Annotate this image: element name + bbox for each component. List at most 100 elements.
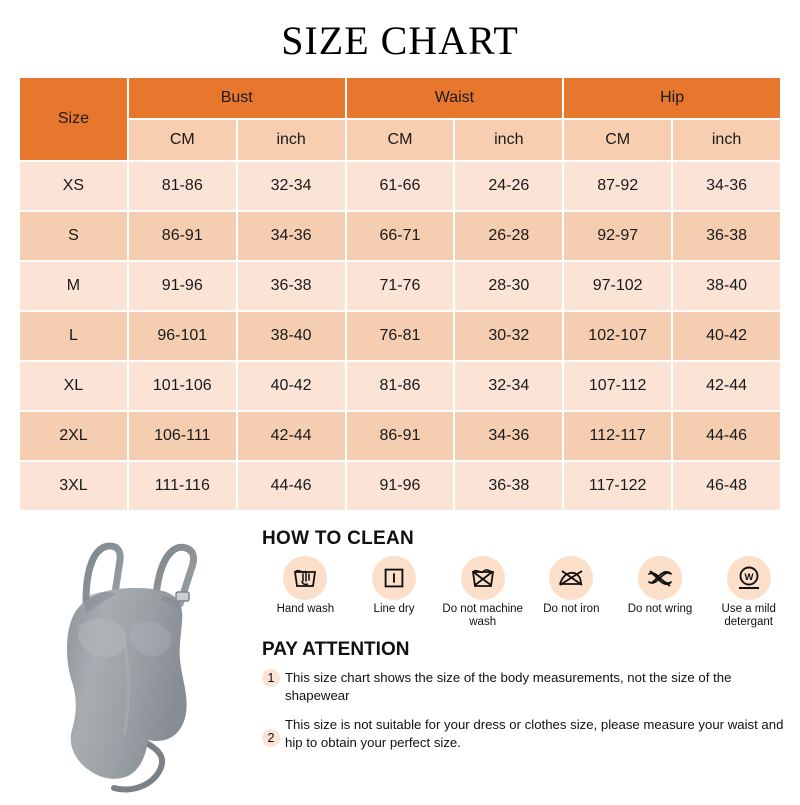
care-item-no-wring: Do not wring <box>617 556 704 629</box>
header-size: Size <box>20 78 127 160</box>
svg-text:W: W <box>744 572 753 583</box>
note-text: This size is not suitable for your dress… <box>285 717 784 750</box>
cell-bust-cm: 106-111 <box>128 412 236 460</box>
cell-waist-in: 36-38 <box>455 462 563 510</box>
cell-bust-in: 34-36 <box>237 212 345 260</box>
page-title: SIZE CHART <box>281 18 519 63</box>
cell-bust-cm: 86-91 <box>128 212 236 260</box>
header-unit-hip-inch: inch <box>673 120 780 160</box>
cell-bust-in: 42-44 <box>237 412 345 460</box>
attention-note: 1 This size chart shows the size of the … <box>262 669 792 704</box>
cell-size: 3XL <box>20 462 127 510</box>
table-row: S 86-91 34-36 66-71 26-28 92-97 36-38 <box>20 212 780 260</box>
cell-size: 2XL <box>20 412 127 460</box>
cell-size: M <box>20 262 127 310</box>
cell-hip-in: 46-48 <box>673 462 780 510</box>
care-item-no-iron: Do not iron <box>528 556 615 629</box>
cell-waist-in: 34-36 <box>455 412 563 460</box>
care-item-hand-wash: Hand wash <box>262 556 349 629</box>
cell-bust-in: 38-40 <box>237 312 345 360</box>
cell-hip-cm: 97-102 <box>564 262 672 310</box>
cell-bust-cm: 96-101 <box>128 312 236 360</box>
care-label: Do not wring <box>627 603 693 615</box>
care-instructions-row: Hand wash Line dry <box>262 556 792 629</box>
cell-bust-in: 44-46 <box>237 462 345 510</box>
header-row-units: CM inch CM inch CM inch <box>20 120 780 160</box>
cell-hip-cm: 92-97 <box>564 212 672 260</box>
care-label: Do not iron <box>543 603 600 615</box>
note-text: This size chart shows the size of the bo… <box>285 670 732 703</box>
product-image <box>28 530 248 800</box>
header-group-waist: Waist <box>346 78 563 118</box>
care-item-mild-detergent: W Use a mild detergant <box>705 556 792 629</box>
care-item-line-dry: Line dry <box>351 556 438 629</box>
cell-waist-in: 30-32 <box>455 312 563 360</box>
header-unit-hip-cm: CM <box>564 120 672 160</box>
cell-waist-cm: 91-96 <box>346 462 454 510</box>
cell-size: XS <box>20 162 127 210</box>
cell-size: S <box>20 212 127 260</box>
table-row: 2XL 106-111 42-44 86-91 34-36 112-117 44… <box>20 412 780 460</box>
no-wring-icon <box>638 556 683 600</box>
table-header: Size Bust Waist Hip CM inch CM inch CM i… <box>20 78 780 160</box>
cell-size: L <box>20 312 127 360</box>
cell-bust-cm: 91-96 <box>128 262 236 310</box>
info-column: HOW TO CLEAN Hand wash <box>262 528 792 763</box>
cell-hip-in: 34-36 <box>673 162 780 210</box>
how-to-clean-heading: HOW TO CLEAN <box>262 528 415 549</box>
cell-hip-cm: 107-112 <box>564 362 672 410</box>
cell-hip-cm: 112-117 <box>564 412 672 460</box>
cell-waist-cm: 61-66 <box>346 162 454 210</box>
header-unit-waist-cm: CM <box>346 120 454 160</box>
cell-waist-cm: 86-91 <box>346 412 454 460</box>
cell-bust-cm: 101-106 <box>128 362 236 410</box>
cell-waist-in: 28-30 <box>455 262 563 310</box>
header-group-bust: Bust <box>128 78 345 118</box>
note-number: 1 <box>262 669 280 688</box>
cell-hip-in: 42-44 <box>673 362 780 410</box>
table-body: XS 81-86 32-34 61-66 24-26 87-92 34-36 S… <box>20 162 780 510</box>
cell-hip-in: 38-40 <box>673 262 780 310</box>
cell-hip-in: 36-38 <box>673 212 780 260</box>
cell-hip-cm: 102-107 <box>564 312 672 360</box>
line-dry-icon <box>372 556 416 600</box>
cell-waist-cm: 76-81 <box>346 312 454 360</box>
cell-bust-in: 36-38 <box>237 262 345 310</box>
table-row: XL 101-106 40-42 81-86 32-34 107-112 42-… <box>20 362 780 410</box>
cell-waist-cm: 66-71 <box>346 212 454 260</box>
cell-waist-in: 32-34 <box>455 362 563 410</box>
attention-note: 2 This size is not suitable for your dre… <box>262 716 792 751</box>
care-label: Do not machine wash <box>442 603 523 629</box>
size-chart-table: Size Bust Waist Hip CM inch CM inch CM i… <box>18 76 782 512</box>
care-label: Use a mild detergant <box>721 603 776 629</box>
cell-bust-in: 32-34 <box>237 162 345 210</box>
cell-waist-in: 24-26 <box>455 162 563 210</box>
hand-wash-icon <box>283 556 328 600</box>
cell-waist-cm: 71-76 <box>346 262 454 310</box>
cell-bust-in: 40-42 <box>237 362 345 410</box>
header-unit-waist-inch: inch <box>455 120 563 160</box>
cell-hip-cm: 87-92 <box>564 162 672 210</box>
cell-hip-in: 40-42 <box>673 312 780 360</box>
mild-detergent-icon: W <box>726 556 771 600</box>
cell-waist-cm: 81-86 <box>346 362 454 410</box>
no-iron-icon <box>549 556 594 600</box>
cell-waist-in: 26-28 <box>455 212 563 260</box>
table-row: L 96-101 38-40 76-81 30-32 102-107 40-42 <box>20 312 780 360</box>
header-row-groups: Size Bust Waist Hip <box>20 78 780 160</box>
header-group-hip: Hip <box>564 78 780 118</box>
pay-attention-heading: PAY ATTENTION <box>262 639 410 661</box>
table-row: M 91-96 36-38 71-76 28-30 97-102 38-40 <box>20 262 780 310</box>
cell-hip-in: 44-46 <box>673 412 780 460</box>
cell-hip-cm: 117-122 <box>564 462 672 510</box>
lower-section: HOW TO CLEAN Hand wash <box>0 524 800 800</box>
header-unit-bust-inch: inch <box>237 120 345 160</box>
size-chart-table-wrapper: Size Bust Waist Hip CM inch CM inch CM i… <box>18 76 782 512</box>
cell-bust-cm: 81-86 <box>128 162 236 210</box>
cell-bust-cm: 111-116 <box>128 462 236 510</box>
care-label: Hand wash <box>276 603 335 615</box>
table-row: XS 81-86 32-34 61-66 24-26 87-92 34-36 <box>20 162 780 210</box>
no-machine-wash-icon <box>460 556 505 600</box>
note-number: 2 <box>262 729 280 748</box>
cell-size: XL <box>20 362 127 410</box>
